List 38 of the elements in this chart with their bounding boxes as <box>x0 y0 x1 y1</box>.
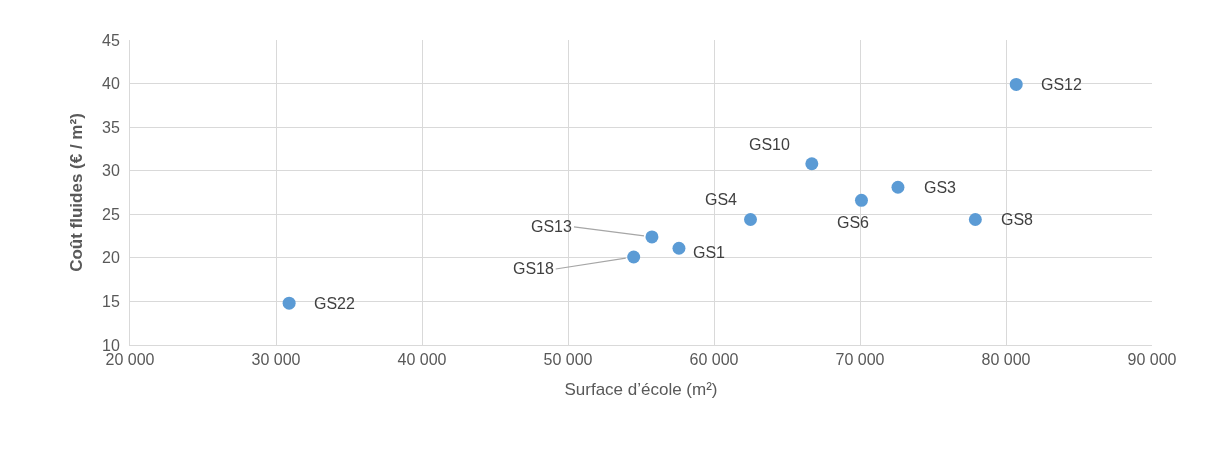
point <box>645 230 659 244</box>
point <box>1009 77 1023 91</box>
y-tick-label: 20 <box>102 249 120 267</box>
y-tick-label: 35 <box>102 118 120 136</box>
y-tick-label: 40 <box>102 75 120 93</box>
point <box>968 213 982 226</box>
point <box>627 250 641 264</box>
point <box>805 157 819 171</box>
x-tick-label: 60 000 <box>689 351 739 369</box>
annotation: GS18 <box>513 260 555 277</box>
annotation: GS22 <box>314 295 356 312</box>
point <box>744 213 757 226</box>
annotation: GS4 <box>705 191 738 208</box>
x-tick-label: 80 000 <box>981 351 1031 369</box>
point <box>282 296 296 310</box>
x-tick-label: 90 000 <box>1127 351 1177 369</box>
annotation: GS3 <box>924 179 957 196</box>
y-tick-label: 45 <box>102 31 120 49</box>
y-tick-label: 15 <box>102 293 120 311</box>
annotation: GS6 <box>837 214 870 231</box>
x-axis-title: Surface d’école (m²) <box>564 379 718 399</box>
annotation: GS8 <box>1001 211 1034 228</box>
x-tick-label: 40 000 <box>397 351 447 369</box>
point <box>672 241 686 255</box>
point <box>891 180 905 194</box>
annotation: GS12 <box>1041 76 1083 93</box>
annotation: GS10 <box>749 136 791 153</box>
x-tick-label: 50 000 <box>543 351 593 369</box>
annotation: GS1 <box>693 244 726 261</box>
y-tick-label: 25 <box>102 205 120 223</box>
x-tick-label: 30 000 <box>251 351 301 369</box>
y-tick-label: 30 <box>102 162 120 180</box>
x-tick-label: 70 000 <box>835 351 885 369</box>
y-axis-title: Coût fluides (€ / m²) <box>66 113 86 272</box>
x-tick-label: 20 000 <box>105 351 155 369</box>
point <box>854 193 868 207</box>
annotation: GS13 <box>531 218 573 235</box>
y-tick-label: 10 <box>102 336 120 354</box>
